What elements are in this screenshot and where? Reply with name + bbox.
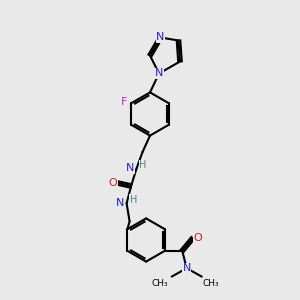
Text: CH₃: CH₃ xyxy=(152,279,168,288)
Text: N: N xyxy=(182,263,191,273)
Text: H: H xyxy=(140,160,147,170)
Text: H: H xyxy=(130,195,137,205)
Text: CH₃: CH₃ xyxy=(202,279,219,288)
Text: N: N xyxy=(126,163,134,173)
Text: F: F xyxy=(121,97,127,107)
Text: N: N xyxy=(116,198,124,208)
Text: N: N xyxy=(155,68,163,79)
Text: O: O xyxy=(194,233,203,243)
Text: O: O xyxy=(109,178,118,188)
Text: N: N xyxy=(156,32,165,43)
